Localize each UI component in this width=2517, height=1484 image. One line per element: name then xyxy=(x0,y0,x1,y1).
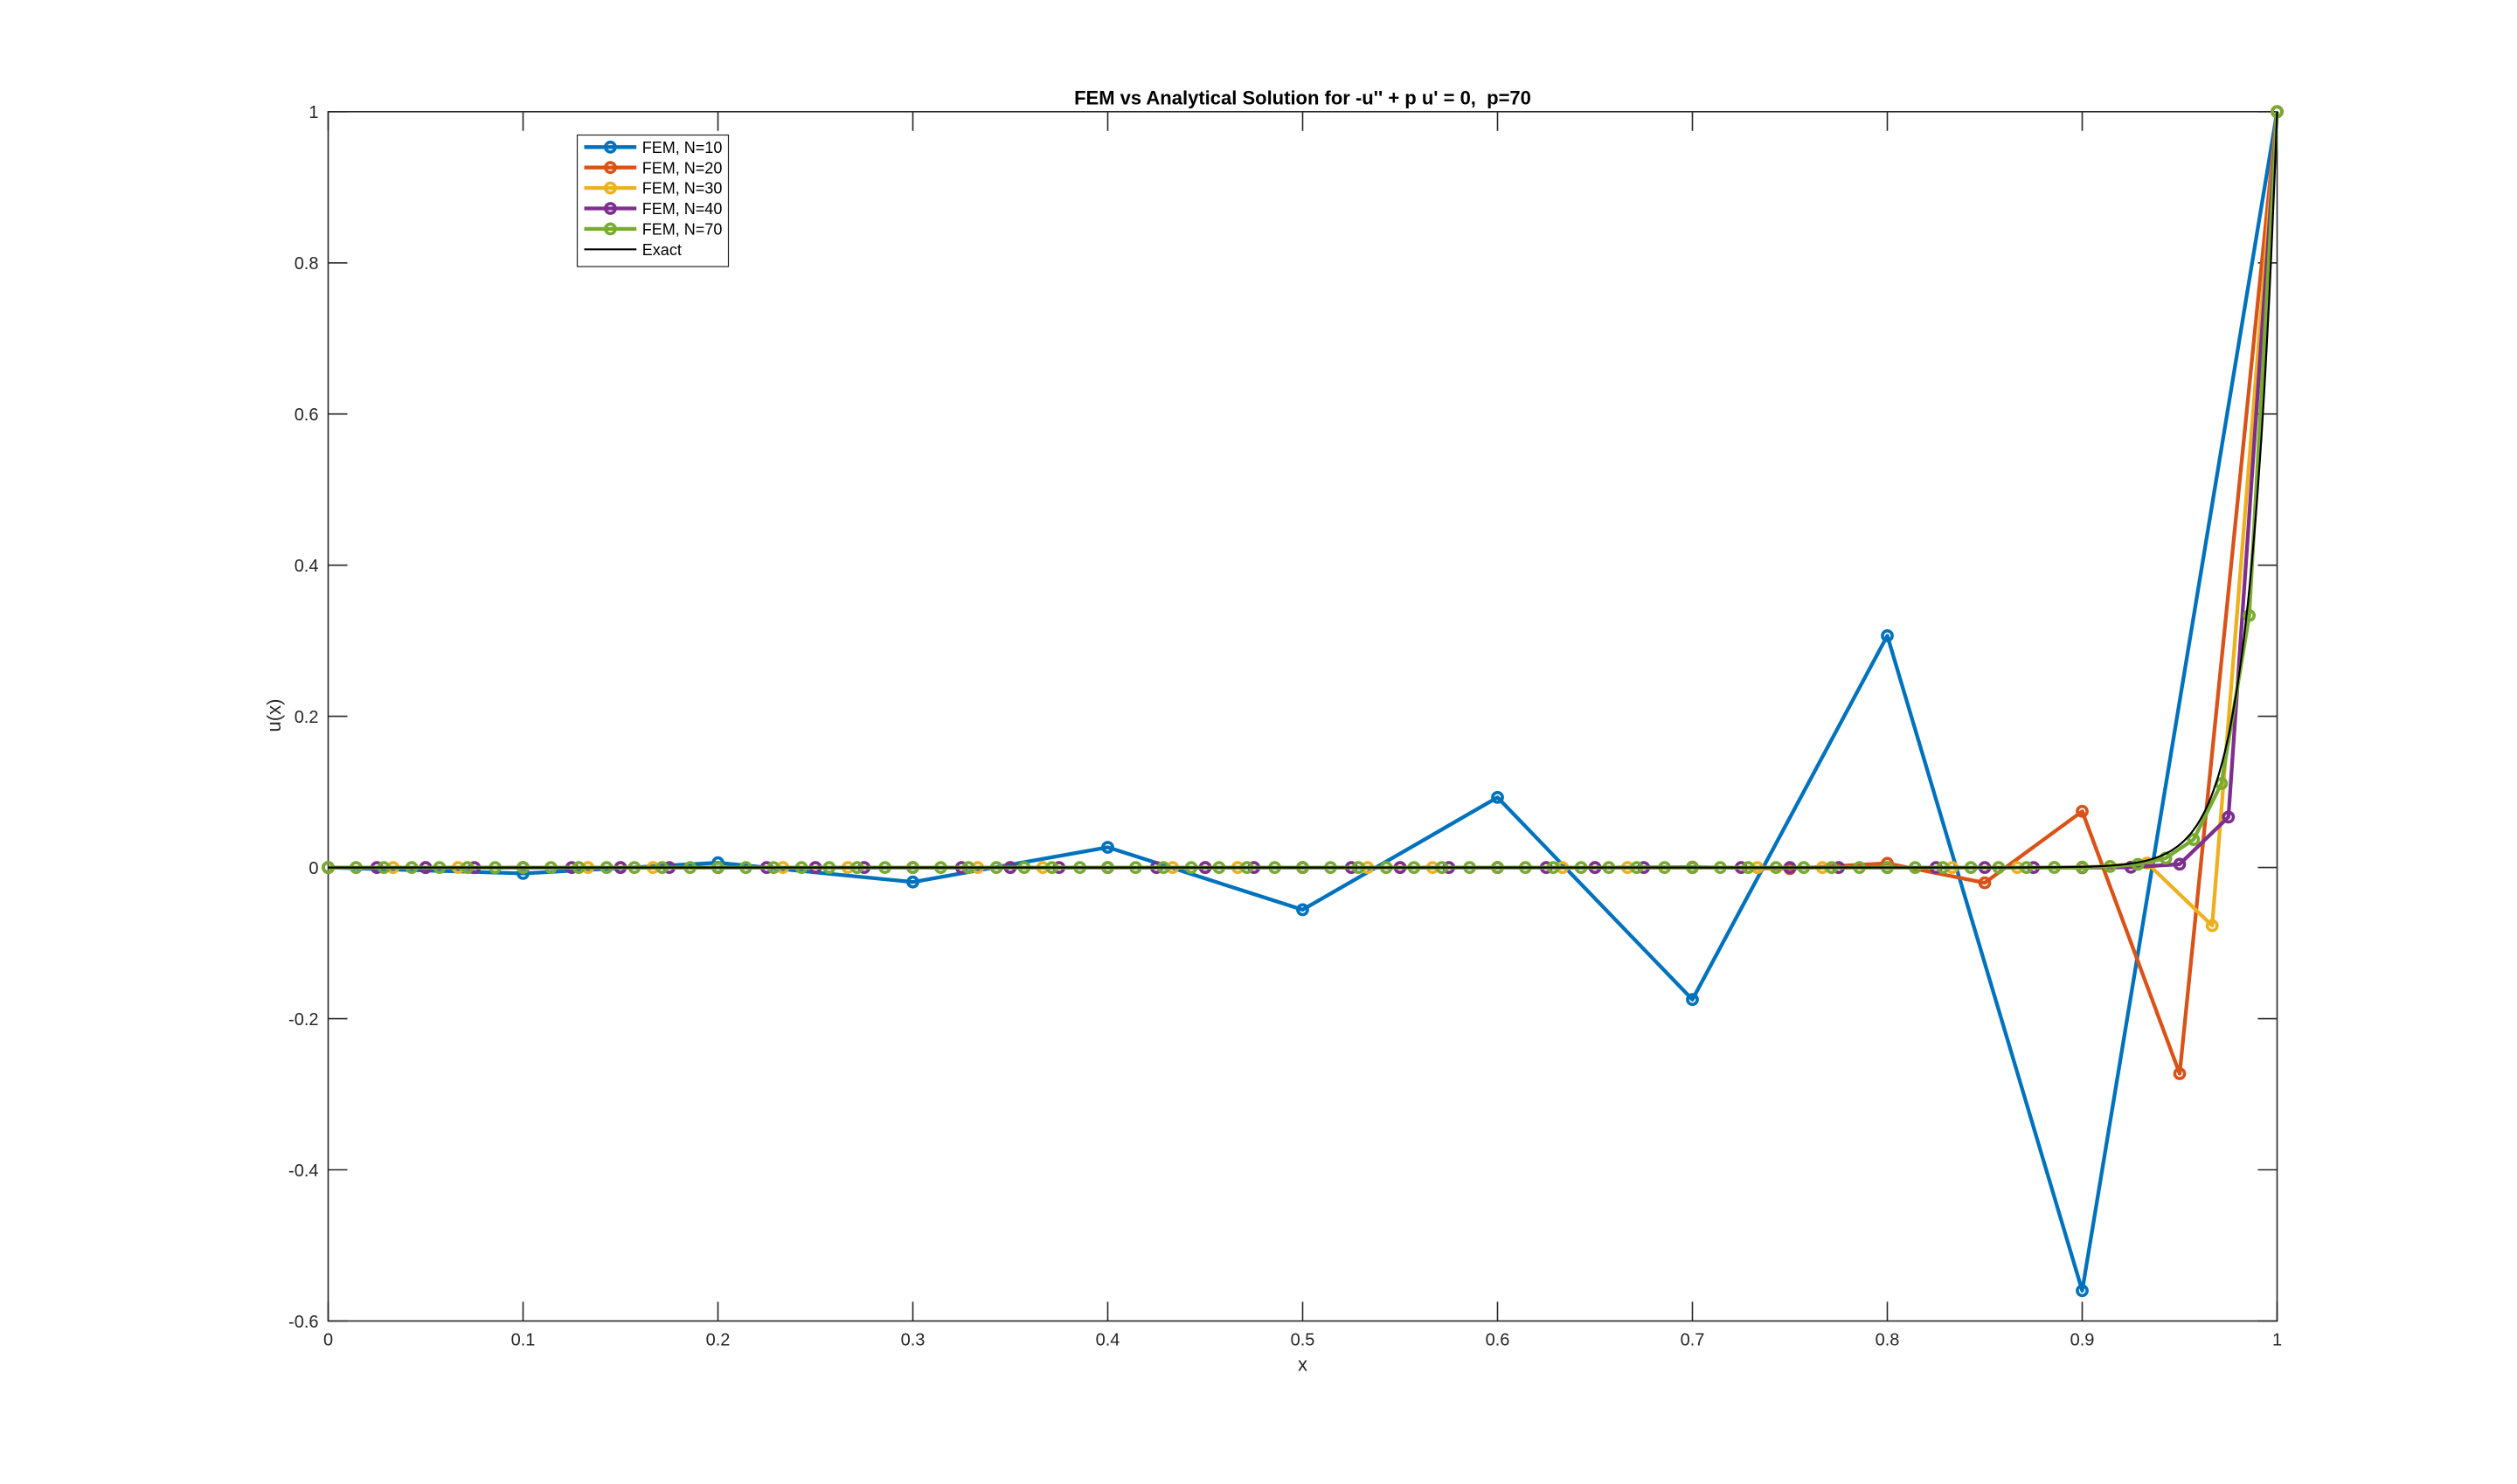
svg-text:1: 1 xyxy=(2272,1331,2282,1350)
svg-text:FEM, N=20: FEM, N=20 xyxy=(642,159,723,177)
svg-text:FEM vs Analytical Solution for: FEM vs Analytical Solution for -u'' + p … xyxy=(1074,87,1531,108)
svg-text:x: x xyxy=(1298,1354,1307,1376)
svg-text:0: 0 xyxy=(309,859,318,878)
svg-text:0: 0 xyxy=(323,1331,333,1350)
svg-text:0.5: 0.5 xyxy=(1291,1331,1315,1350)
svg-text:0.3: 0.3 xyxy=(901,1331,926,1350)
svg-text:0.6: 0.6 xyxy=(1486,1331,1510,1350)
svg-text:0.2: 0.2 xyxy=(706,1331,731,1350)
svg-text:0.1: 0.1 xyxy=(511,1331,536,1350)
svg-text:FEM, N=10: FEM, N=10 xyxy=(642,139,723,156)
svg-text:-0.6: -0.6 xyxy=(288,1313,318,1332)
svg-text:0.9: 0.9 xyxy=(2070,1331,2095,1350)
svg-text:0.2: 0.2 xyxy=(295,708,319,727)
svg-text:FEM, N=40: FEM, N=40 xyxy=(642,200,723,218)
svg-text:1: 1 xyxy=(309,103,318,122)
svg-text:0.4: 0.4 xyxy=(1096,1331,1120,1350)
svg-text:u(x): u(x) xyxy=(263,699,285,732)
svg-text:-0.2: -0.2 xyxy=(288,1010,318,1030)
svg-text:0.6: 0.6 xyxy=(295,406,319,425)
svg-text:-0.4: -0.4 xyxy=(288,1162,318,1181)
svg-text:FEM, N=70: FEM, N=70 xyxy=(642,221,723,239)
svg-text:0.7: 0.7 xyxy=(1681,1331,1705,1350)
svg-text:0.8: 0.8 xyxy=(295,254,319,274)
svg-text:Exact: Exact xyxy=(642,241,682,259)
svg-text:FEM, N=30: FEM, N=30 xyxy=(642,180,723,198)
svg-text:0.4: 0.4 xyxy=(295,557,319,576)
svg-text:0.8: 0.8 xyxy=(1876,1331,1900,1350)
